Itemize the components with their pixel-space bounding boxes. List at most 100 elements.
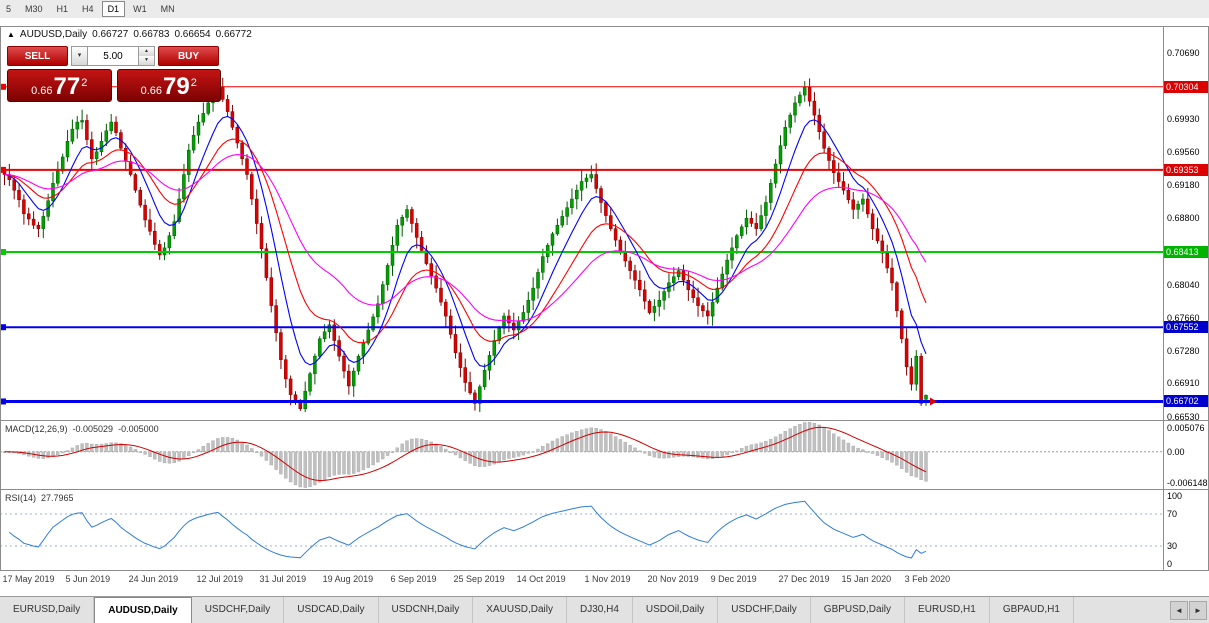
candle-body: [899, 310, 904, 340]
candle-body: [410, 209, 414, 224]
macd-bar: [70, 447, 75, 452]
macd-bar: [652, 451, 657, 458]
macd-bar: [99, 443, 104, 452]
tab-gbpusd-daily[interactable]: GBPUSD,Daily: [811, 597, 906, 623]
candle-body: [875, 228, 880, 242]
candle-body: [866, 198, 870, 215]
macd-bar: [337, 451, 341, 475]
macd-bar: [822, 427, 826, 453]
macd-bar: [80, 443, 84, 453]
ohlc-low: 0.66654: [174, 29, 211, 40]
macd-bar: [361, 451, 366, 471]
timeframe-button-mn[interactable]: MN: [160, 4, 175, 14]
line-handle[interactable]: [0, 166, 6, 173]
tab-audusd-daily[interactable]: AUDUSD,Daily: [94, 597, 192, 623]
price-tick-label: 0.69930: [1167, 114, 1200, 125]
tab-usdcad-daily[interactable]: USDCAD,Daily: [284, 597, 379, 623]
line-handle[interactable]: [0, 83, 6, 90]
macd-bar: [662, 451, 666, 459]
tab-usdchf-daily[interactable]: USDCHF,Daily: [192, 597, 285, 623]
chart-tab-bar: EURUSD,Daily AUDUSD,Daily USDCHF,Daily USDC…: [0, 596, 1209, 623]
candle-body: [153, 231, 157, 245]
candle-body: [274, 305, 278, 333]
macd-bar: [710, 451, 715, 459]
candle-body: [308, 373, 312, 392]
chart-header: ▲ AUDUSD,Daily 0.66727 0.66783 0.66654 0.6677…: [7, 29, 257, 40]
candle-body: [36, 224, 41, 229]
macd-bar: [216, 438, 220, 452]
tab-xauusd-daily[interactable]: XAUUSD,Daily: [473, 597, 567, 623]
macd-bar: [395, 447, 399, 453]
macd-bar: [114, 442, 118, 453]
macd-bar: [783, 431, 787, 452]
macd-bar: [468, 451, 472, 464]
sell-price-prefix: 0.66: [31, 85, 53, 97]
tab-eurusd-h1[interactable]: EURUSD,H1: [905, 597, 990, 623]
macd-bar: [347, 451, 351, 475]
macd-bar: [415, 438, 419, 452]
tab-eurusd-daily[interactable]: EURUSD,Daily: [0, 597, 95, 623]
candle-body: [773, 163, 778, 184]
volume-step-up-icon[interactable]: ▲: [139, 47, 154, 56]
tab-usdoil-daily[interactable]: USDOil,Daily: [633, 597, 719, 623]
line-handle[interactable]: [0, 249, 6, 256]
candle-body: [793, 102, 797, 116]
macd-name: MACD(12,26,9): [5, 424, 68, 434]
tab-gbpaud-h1[interactable]: GBPAUD,H1: [990, 597, 1074, 623]
sell-price-box[interactable]: 0.66 77 2: [7, 69, 112, 102]
timeframe-button-d1[interactable]: D1: [101, 1, 126, 17]
candle-body: [332, 324, 337, 341]
tab-dj30-h4[interactable]: DJ30,H4: [567, 597, 633, 623]
timeframe-button-h4[interactable]: H4: [82, 4, 94, 14]
chart-area[interactable]: ▲ AUDUSD,Daily 0.66727 0.66783 0.66654 0.6677…: [0, 18, 1209, 596]
candle-body: [526, 300, 531, 313]
macd-label: MACD(12,26,9) -0.005029 -0.005000: [5, 424, 164, 434]
macd-bar: [691, 451, 695, 458]
macd-bar: [919, 451, 923, 480]
line-handle[interactable]: [0, 398, 6, 405]
candle-body: [439, 287, 443, 303]
volume-step-down-icon[interactable]: ▼: [139, 56, 154, 65]
macd-bar: [303, 451, 307, 488]
macd-bar: [250, 448, 254, 452]
tab-scroll-left-icon[interactable]: ◄: [1170, 601, 1188, 620]
candle-body: [832, 160, 836, 173]
candle-body: [778, 145, 783, 165]
tab-usdcnh-daily[interactable]: USDCNH,Daily: [379, 597, 474, 623]
line-handle[interactable]: [0, 324, 6, 331]
candle-body: [497, 328, 501, 341]
macd-bar: [686, 451, 690, 457]
macd-bar: [182, 451, 186, 460]
macd-axis-label: 0.005076: [1167, 423, 1205, 433]
collapse-arrow-icon[interactable]: ▲: [7, 30, 15, 39]
price-axis[interactable]: 0.70690 0.69930 0.69560 0.69180 0.68800 0.680…: [1163, 18, 1209, 596]
volume-input[interactable]: [88, 46, 139, 66]
macd-bar: [575, 431, 579, 453]
macd-bar: [148, 451, 152, 457]
timeframe-button-m30[interactable]: M30: [25, 4, 43, 14]
candle-body: [802, 86, 807, 96]
time-axis[interactable]: 17 May 2019 5 Jun 2019 24 Jun 2019 12 Jul 2…: [0, 571, 1163, 596]
tab-usdchf-daily[interactable]: USDCHF,Daily: [718, 597, 811, 623]
candle-body: [303, 390, 307, 409]
candle-body: [851, 199, 855, 210]
price-tick-label: 0.66530: [1167, 411, 1200, 422]
candle-body: [715, 287, 720, 303]
macd-bar: [119, 443, 123, 453]
volume-dropdown-icon[interactable]: ▾: [71, 46, 88, 66]
buy-button[interactable]: BUY: [158, 46, 219, 66]
macd-bar: [866, 451, 870, 453]
timeframe-button-h1[interactable]: H1: [56, 4, 69, 14]
candle-body: [686, 279, 691, 291]
sell-button[interactable]: SELL: [7, 46, 68, 66]
chart-canvas[interactable]: [0, 18, 1209, 596]
tab-scroll-right-icon[interactable]: ►: [1189, 601, 1207, 620]
buy-price-box[interactable]: 0.66 79 2: [116, 69, 221, 102]
timeframe-button-w1[interactable]: W1: [133, 4, 147, 14]
candle-body: [798, 94, 802, 104]
candle-body: [313, 355, 317, 374]
candle-body: [769, 183, 773, 203]
timeframe-button-5[interactable]: 5: [6, 4, 12, 14]
rsi-axis-label: 30: [1167, 541, 1178, 551]
candle-body: [128, 161, 133, 175]
